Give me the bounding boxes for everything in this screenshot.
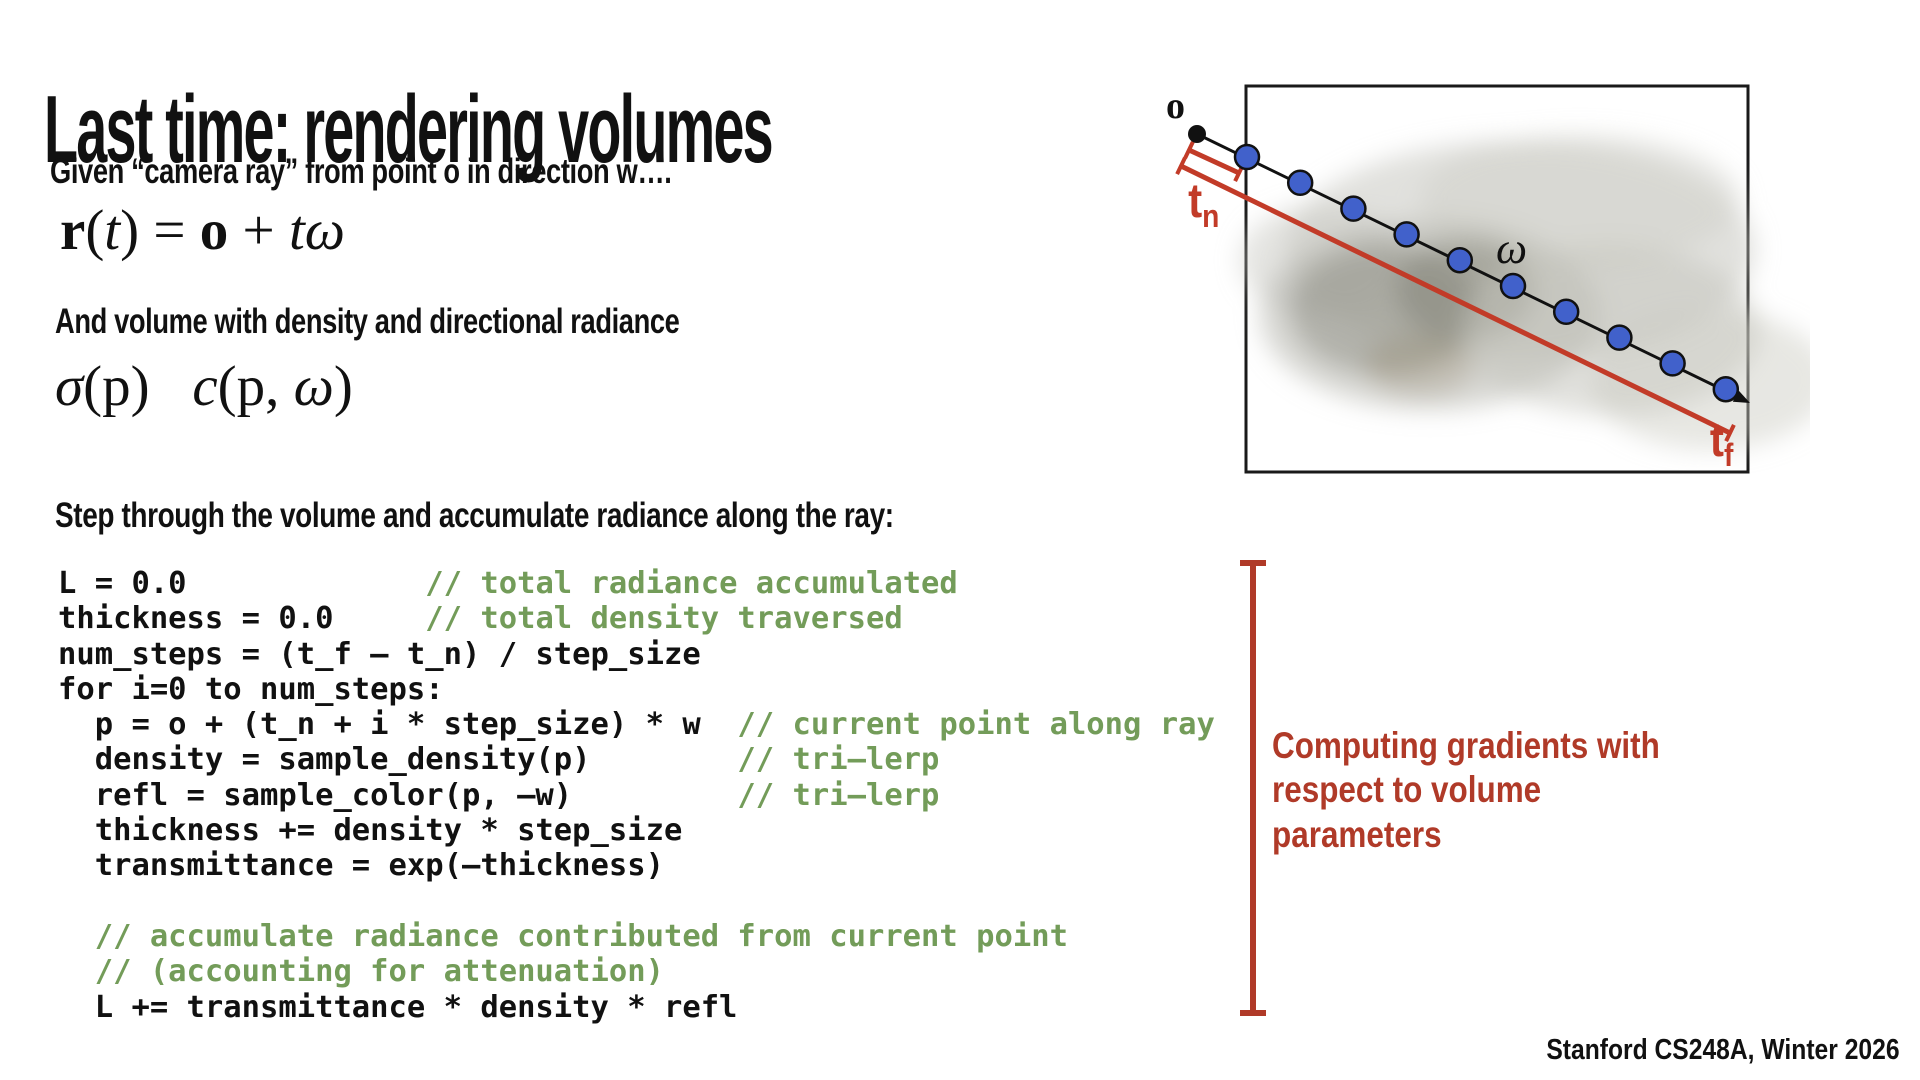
- formula-segment: ) =: [120, 199, 200, 262]
- sample-point-dot: [1552, 298, 1580, 326]
- code-line: L = 0.0 // total radiance accumulated: [58, 566, 958, 601]
- intro-line: Given “camera ray” from point o in direc…: [50, 152, 672, 191]
- formula-segment: σ: [55, 355, 84, 418]
- code-line: thickness += density * step_size: [58, 813, 683, 849]
- formula-segment: (: [85, 199, 105, 262]
- bracket-line: [1250, 560, 1256, 1016]
- formula-segment: t: [288, 199, 305, 262]
- sample-point-dot: [1606, 324, 1633, 351]
- code-line: for i=0 to num_steps:: [58, 671, 444, 707]
- ray-equation: r(t) = o + tω: [60, 198, 345, 263]
- code-line: L += transmittance * density * refl: [58, 989, 738, 1025]
- code-line: thickness = 0.0 // total density travers…: [58, 601, 903, 637]
- code-line: refl = sample_color(p, –w) // tri–lerp: [58, 777, 940, 813]
- code-line: // (accounting for attenuation): [58, 954, 664, 990]
- code-line: num_steps = (t_f – t_n) / step_size: [58, 636, 701, 672]
- ray-origin-dot: [1188, 125, 1206, 143]
- sample-point-dot: [1233, 143, 1261, 171]
- page-title-text: Last time: rendering volumes: [44, 76, 774, 184]
- code-line: density = sample_density(p) // tri–lerp: [58, 742, 940, 778]
- formula-segment: ): [333, 355, 353, 418]
- sample-point-dot: [1712, 375, 1740, 403]
- formula-segment: o: [199, 199, 229, 262]
- formula-segment: c: [192, 355, 218, 418]
- bracket-bottom-cap: [1240, 1010, 1266, 1016]
- volume-diagram: o ω tn tf: [1166, 84, 1810, 474]
- side-note: Computing gradients with respect to volu…: [1272, 725, 1660, 855]
- sample-point-dot: [1393, 221, 1420, 248]
- formula-segment: +: [228, 199, 289, 262]
- code-line: p = o + (t_n + i * step_size) * w // cur…: [58, 707, 1215, 743]
- code-line: // accumulate radiance contributed from …: [58, 918, 1068, 954]
- omega-label: ω: [1496, 224, 1527, 273]
- origin-label: o: [1166, 85, 1185, 127]
- t-near-label: tn: [1188, 173, 1219, 234]
- sample-point-dot: [1286, 169, 1314, 197]
- course-footer: Stanford CS248A, Winter 2026: [1546, 1034, 1900, 1066]
- density-radiance-equation: σ(p) c(p, ω): [55, 354, 353, 419]
- formula-segment: (p): [83, 355, 150, 418]
- step-line: Step through the volume and accumulate r…: [55, 496, 894, 535]
- formula-segment: r: [60, 199, 86, 262]
- formula-segment: ω: [293, 355, 334, 418]
- t-far-label: tf: [1710, 412, 1734, 473]
- code-line: [58, 884, 1215, 919]
- sample-point-dot: [1499, 272, 1527, 300]
- cloud-blob: [1240, 135, 1810, 450]
- formula-segment: [150, 355, 193, 418]
- sample-points: [1233, 143, 1740, 403]
- t-far-measure: [1175, 157, 1736, 442]
- formula-segment: (p,: [217, 355, 294, 418]
- formula-segment: ω: [304, 199, 346, 262]
- formula-segment: t: [104, 199, 121, 262]
- sample-point-dot: [1659, 350, 1686, 377]
- code-line: transmittance = exp(–thickness): [58, 848, 664, 884]
- sample-point-dot: [1340, 195, 1367, 222]
- volume-line: And volume with density and directional …: [55, 302, 680, 341]
- sample-point-dot: [1446, 246, 1474, 274]
- code-block: L = 0.0 // total radiance accumulated thi…: [58, 566, 1215, 1025]
- page-title: Last time: rendering volumes: [44, 80, 1299, 181]
